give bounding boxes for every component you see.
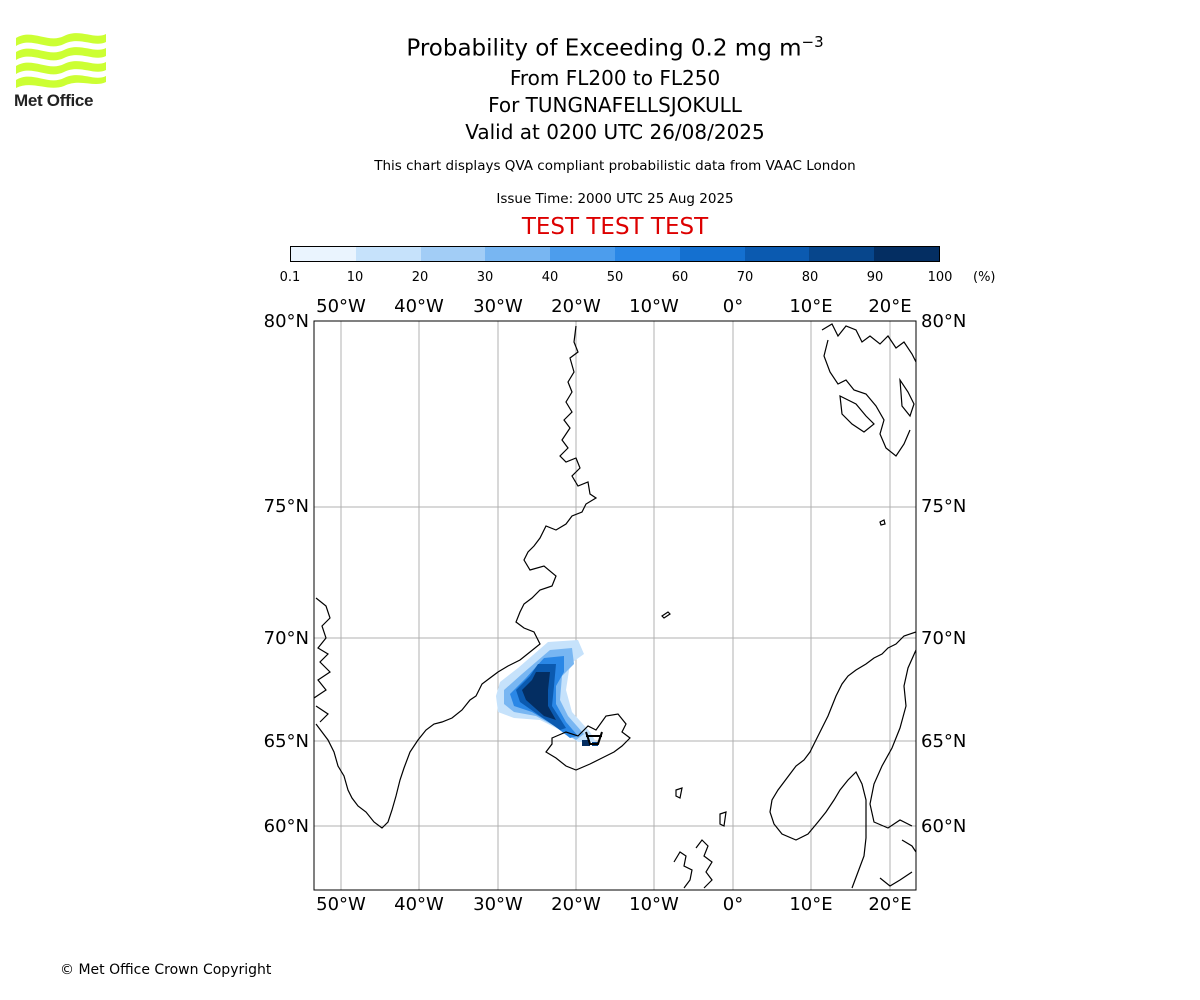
test-banner: TEST TEST TEST: [521, 214, 709, 240]
coastlines: [314, 323, 916, 889]
iceland-coast: [545, 713, 631, 771]
colorbar-segment: [550, 247, 615, 261]
met-office-logo-text: Met Office: [14, 91, 94, 110]
colorbar-tick-label: 10: [346, 270, 364, 285]
colorbar-tick-label: 70: [736, 270, 754, 285]
latitude-label-left: 70°N: [264, 628, 309, 649]
colorbar-segment: [485, 247, 551, 261]
longitude-label-bottom: 30°W: [473, 894, 523, 915]
longitude-label-bottom: 0°: [723, 894, 743, 915]
longitude-label-top: 30°W: [473, 296, 523, 317]
longitude-label-bottom: 20°E: [868, 894, 911, 915]
longitude-label-top: 20°W: [551, 296, 601, 317]
title-line-1: Probability of Exceeding 0.2 mg m−3: [406, 33, 824, 62]
latitude-label-right: 75°N: [921, 496, 966, 517]
colorbar-segment: [874, 247, 939, 261]
latitude-label-right: 70°N: [921, 628, 966, 649]
colorbar-tick-label: 50: [606, 270, 624, 285]
latitude-label-left: 75°N: [264, 496, 309, 517]
volcano-marker-icon: [585, 731, 603, 745]
longitude-label-top: 20°E: [868, 296, 911, 317]
title-line-2: From FL200 to FL250: [509, 65, 721, 90]
longitude-label-top: 50°W: [316, 296, 366, 317]
longitude-label-top: 10°E: [789, 296, 832, 317]
colorbar-tick-label: 100: [927, 270, 953, 285]
colorbar-tick-label: 60: [671, 270, 689, 285]
longitude-label-top: 0°: [723, 296, 743, 317]
subtitle: This chart displays QVA compliant probab…: [374, 158, 856, 174]
longitude-label-bottom: 50°W: [316, 894, 366, 915]
latitude-label-right: 80°N: [921, 311, 966, 332]
colorbar-unit: (%): [973, 270, 996, 285]
longitude-label-bottom: 40°W: [394, 894, 444, 915]
colorbar: [290, 246, 940, 262]
colorbar-segment: [355, 247, 421, 261]
met-office-logo-icon: [16, 33, 106, 88]
title-line-3: For TUNGNAFELLSJOKULL: [488, 92, 742, 117]
colorbar-tick-label: 30: [476, 270, 494, 285]
colorbar-segment: [809, 247, 875, 261]
latitude-label-right: 65°N: [921, 731, 966, 752]
latitude-label-left: 80°N: [264, 311, 309, 332]
colorbar-segment: [744, 247, 810, 261]
colorbar-segment: [420, 247, 486, 261]
longitude-label-top: 10°W: [629, 296, 679, 317]
longitude-label-top: 40°W: [394, 296, 444, 317]
latitude-label-right: 60°N: [921, 816, 966, 837]
colorbar-segment: [614, 247, 680, 261]
colorbar-tick-label: 90: [866, 270, 884, 285]
longitude-label-bottom: 10°W: [629, 894, 679, 915]
chart-title: Probability of Exceeding 0.2 mg m−3 From…: [300, 26, 930, 146]
longitude-label-bottom: 20°W: [551, 894, 601, 915]
copyright: © Met Office Crown Copyright: [60, 962, 272, 978]
colorbar-tick-label: 0.1: [279, 270, 301, 285]
colorbar-tick-label: 80: [801, 270, 819, 285]
colorbar-segment: [679, 247, 745, 261]
colorbar-tick-label: 20: [411, 270, 429, 285]
colorbar-tick-label: 40: [541, 270, 559, 285]
title-line-4: Valid at 0200 UTC 26/08/2025: [465, 119, 765, 144]
longitude-label-bottom: 10°E: [789, 894, 832, 915]
latitude-label-left: 60°N: [264, 816, 309, 837]
issue-time: Issue Time: 2000 UTC 25 Aug 2025: [496, 191, 734, 207]
colorbar-segment: [291, 247, 356, 261]
latitude-label-left: 65°N: [264, 731, 309, 752]
